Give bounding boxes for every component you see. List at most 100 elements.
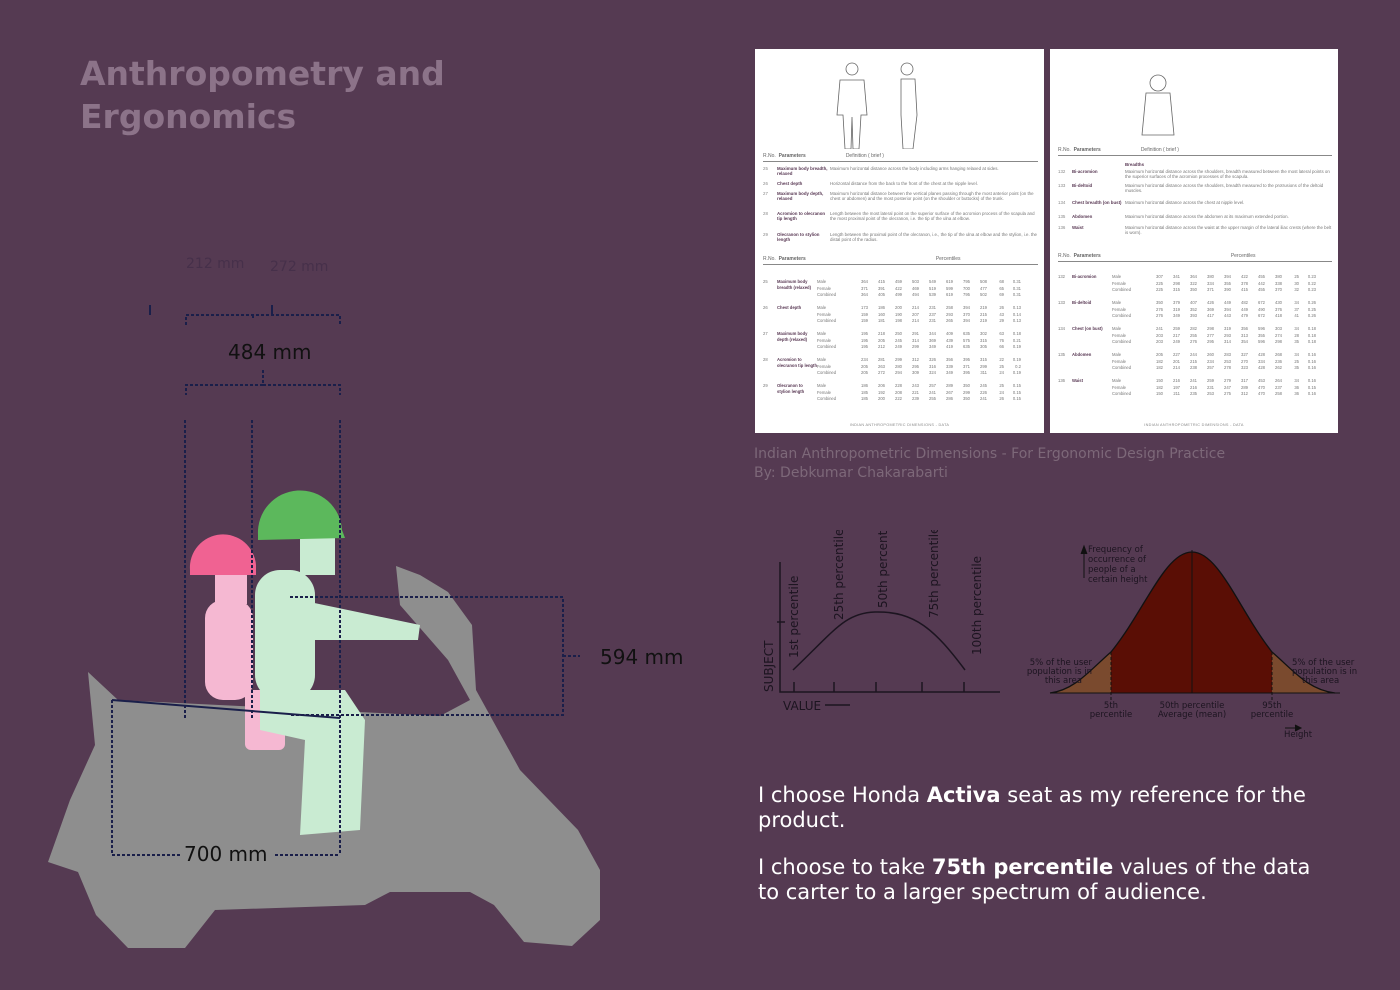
table-cell: 34 xyxy=(1294,326,1299,331)
table-row: Female 276 319 352 369 394 449 490 376 37 0.25 xyxy=(1058,307,1332,313)
definition-nm: Maximum body breadth, relaxed xyxy=(777,166,828,176)
row-number: 134 xyxy=(1058,326,1065,331)
row-number xyxy=(1058,281,1072,287)
table-cell: Female xyxy=(817,389,831,395)
row-number xyxy=(763,390,777,396)
table-cell: 371 xyxy=(1207,287,1214,292)
data-header: R.No. Parameters Percentiles xyxy=(763,256,1038,265)
table-cell: 327 xyxy=(1241,352,1248,357)
definition-no: 136 xyxy=(1058,225,1066,230)
row-parameter xyxy=(777,292,817,298)
dimension-lines xyxy=(111,305,580,856)
percentile-curve-graph: 1st percentile 25th percentile 50th perc… xyxy=(762,530,1000,713)
book-page-left: R.No. Parameters Definition ( brief ) 25 M… xyxy=(755,49,1044,433)
tick-95th: 95th xyxy=(1262,701,1282,711)
table-cell: 26 xyxy=(999,396,1004,401)
right-note: population is in xyxy=(1292,667,1357,677)
table-cell: Combined xyxy=(817,318,837,323)
table-cell: 519 xyxy=(929,285,936,291)
table-cell: 66 xyxy=(999,344,1004,349)
definition-row: 28 Acromion to olecranon tip length Length… xyxy=(763,211,1038,221)
table-cell: 238 xyxy=(1190,365,1197,370)
table-cell: 182 xyxy=(1156,384,1163,390)
note-percentile: I choose to take 75th percentile values … xyxy=(758,855,1311,904)
table-cell: 253 xyxy=(1224,358,1231,364)
table-cell: 419 xyxy=(946,344,953,349)
table-cell: 619 xyxy=(946,292,953,297)
table-cell: 549 xyxy=(929,279,936,284)
table-row: Combined 182 214 238 257 278 323 428 262 35 0.16 xyxy=(1058,365,1332,371)
table-cell: 499 xyxy=(895,292,902,297)
table-cell: 415 xyxy=(1241,287,1248,292)
definition-header: R.No. Parameters Definition ( brief ) xyxy=(1058,147,1332,156)
table-cell: 239 xyxy=(912,396,919,401)
table-cell: 211 xyxy=(1173,391,1180,396)
page-title: Anthropometry and Ergonomics xyxy=(80,52,445,138)
table-cell: 215 xyxy=(1190,358,1197,364)
table-cell: 276 xyxy=(1156,306,1163,312)
table-cell: 34 xyxy=(1294,352,1299,357)
row-number xyxy=(763,364,777,370)
table-cell: 200 xyxy=(895,305,902,310)
table-cell: 76 xyxy=(999,337,1004,343)
row-parameter xyxy=(1072,281,1112,287)
table-cell: 295 xyxy=(912,363,919,369)
table-cell: 0.31 xyxy=(1012,292,1021,297)
table-cell: Female xyxy=(1112,358,1126,364)
table-row: Combined 205 272 294 309 324 349 395 311 24 0.19 xyxy=(763,370,1038,376)
row-parameter: Bi-acromion xyxy=(1072,274,1097,279)
table-cell: Female xyxy=(1112,280,1126,286)
table-cell: 302 xyxy=(980,331,987,336)
table-cell: 255 xyxy=(929,396,936,401)
table-row: Female 195 205 245 314 369 439 575 315 76 0.21 xyxy=(763,338,1038,344)
table-cell: 225 xyxy=(1156,280,1163,286)
table-cell: 371 xyxy=(963,363,970,369)
table-cell: 334 xyxy=(1258,358,1265,364)
table-row: Female 185 192 208 221 241 267 299 226 24 0.15 xyxy=(763,390,1038,396)
table-cell: 280 xyxy=(895,363,902,369)
table-cell: 322 xyxy=(1190,280,1197,286)
table-cell: 315 xyxy=(980,357,987,362)
row-parameter: Maximum body breadth (relaxed) xyxy=(777,279,811,290)
table-cell: 349 xyxy=(1173,313,1180,318)
table-cell: 173 xyxy=(861,305,868,310)
table-cell: 355 xyxy=(1258,332,1265,338)
table-cell: 503 xyxy=(912,279,919,284)
table-cell: 0.15 xyxy=(1012,396,1021,401)
table-cell: 150 xyxy=(1156,378,1163,383)
table-cell: 312 xyxy=(912,357,919,362)
table-cell: 319 xyxy=(1173,306,1180,312)
definition-nm: Bi-deltoid xyxy=(1072,183,1093,188)
table-cell: 394 xyxy=(1224,274,1231,279)
table-cell: 0.16 xyxy=(1307,352,1316,357)
table-cell: 289 xyxy=(946,383,953,388)
table-cell: 257 xyxy=(1207,365,1214,370)
table-row: 26 Chest depth Male 173 186 200 214 231 258 394 21… xyxy=(763,305,1038,311)
table-cell: 198 xyxy=(895,318,902,323)
table-cell: 422 xyxy=(895,285,902,291)
table-cell: 355 xyxy=(1224,280,1231,286)
definition-df: Maximum horizontal distance between the … xyxy=(830,191,1034,201)
table-cell: 395 xyxy=(963,370,970,375)
section-label: Breadths xyxy=(1125,162,1145,167)
table-cell: 0.31 xyxy=(1012,279,1021,284)
table-cell: 453 xyxy=(1258,378,1265,383)
definition-df: Maximum horizontal distance across the a… xyxy=(1125,214,1289,219)
table-cell: Combined xyxy=(1112,287,1132,292)
table-cell: 479 xyxy=(1241,313,1248,318)
table-cell: 449 xyxy=(1241,306,1248,312)
table-cell: 265 xyxy=(946,318,953,323)
table-cell: 0.19 xyxy=(1012,370,1021,375)
table-cell: 428 xyxy=(1258,365,1265,370)
row-parameter xyxy=(1072,359,1112,365)
table-cell: 289 xyxy=(1241,384,1248,390)
table-cell: Combined xyxy=(817,370,837,375)
table-cell: 237 xyxy=(929,311,936,317)
table-cell: 596 xyxy=(1258,326,1265,331)
table-row: 135 Abdomen Male 205 227 244 260 283 327 428 268 34… xyxy=(1058,352,1332,358)
table-cell: 394 xyxy=(1224,306,1231,312)
table-cell: 369 xyxy=(929,337,936,343)
table-cell: 203 xyxy=(1156,332,1163,338)
row-number xyxy=(763,318,777,324)
definition-df: Horizontal distance from the back to the… xyxy=(830,181,978,186)
